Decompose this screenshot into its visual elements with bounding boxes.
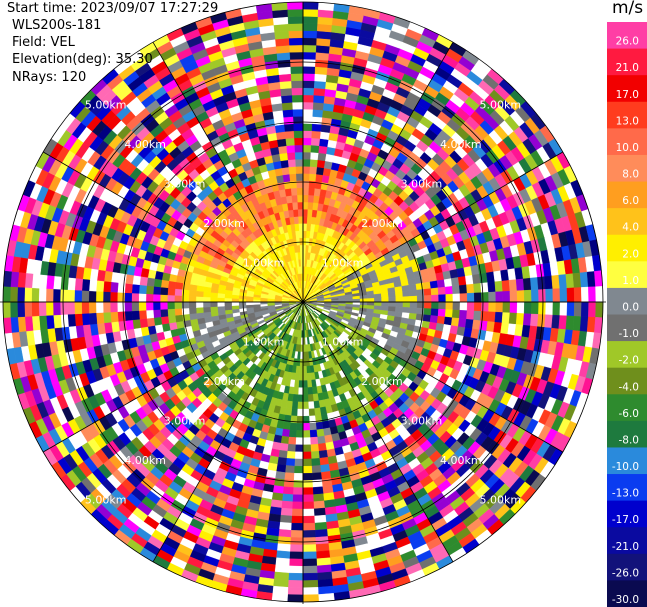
range-ring-label: 1.00km [243,257,285,270]
colorbar-swatch [607,447,647,475]
azimuth-line [42,301,304,453]
colorbar-swatch [607,208,647,236]
range-ring-label: 3.00km [401,178,443,191]
range-ring-label: 1.00km [243,336,285,349]
range-ring-label: 5.00km [480,493,522,506]
range-ring-label: 1.00km [322,336,364,349]
info-panel: Start time: 2023/09/07 17:27:29 WLS200s-… [0,0,218,68]
colorbar-tick-label: 0.0 [622,302,639,314]
range-ring-label: 5.00km [480,99,522,112]
range-ring-label: 2.00km [361,217,403,230]
range-ring-label: 3.00km [164,414,206,427]
colorbar-swatch [607,181,647,209]
range-ring-label: 4.00km [124,138,166,151]
colorbar-unit: m/s [612,0,644,18]
range-ring-label: 4.00km [440,454,482,467]
colorbar-tick-label: -4.0 [619,381,640,393]
colorbar-swatch [607,234,647,262]
azimuth-line [302,301,454,563]
colorbar-tick-label: -1.0 [619,328,640,340]
range-ring-label: 5.00km [85,99,127,112]
colorbar-swatch [607,261,647,289]
colorbar-tick-label: -6.0 [619,408,640,420]
colorbar-tick-label: 10.0 [616,142,639,154]
colorbar-tick-label: 6.0 [622,195,639,207]
range-ring-labels: 1.00km 1.00km 1.00km 1.00km 2.00km 2.00km 2.00… [85,99,521,507]
azimuth-line [302,41,454,303]
colorbar-tick-label: 8.0 [622,169,639,181]
range-ring-label: 1.00km [322,257,364,270]
colorbar-swatch [607,527,647,555]
colorbar-tick-label: -10.0 [612,461,639,473]
colorbar-swatch [607,75,647,103]
colorbar-tick-label: -2.0 [619,355,640,367]
azimuth-line [152,301,304,563]
instrument-label: WLS200s-181 [12,18,102,33]
range-ring-label: 3.00km [164,178,206,191]
colorbar-tick-label: 21.0 [616,62,639,74]
colorbar-swatch [607,500,647,528]
azimuth-lines [0,2,606,604]
colorbar-swatch [607,394,647,422]
colorbar-tick-label: 4.0 [622,222,639,234]
colorbar-tick-label: -8.0 [619,434,640,446]
colorbar-swatch [607,101,647,129]
colorbar-swatch [607,48,647,76]
colorbar-swatch [607,314,647,342]
azimuth-line [302,151,564,303]
nrays-label: NRays: 120 [12,70,87,85]
start-time-label: Start time: 2023/09/07 17:27:29 [7,1,219,16]
colorbar-tick-label: -13.0 [612,488,639,500]
azimuth-line [302,301,564,453]
azimuth-line [152,41,304,303]
colorbar-swatch [607,22,647,50]
azimuth-line [42,151,304,303]
colorbar-swatch [607,474,647,502]
colorbar-tick-label: 26.0 [616,36,639,48]
colorbar-swatch [607,420,647,448]
colorbar-swatch [607,580,647,607]
colorbar-tick-label: 1.0 [622,275,639,287]
range-ring-label: 2.00km [203,375,245,388]
colorbar-swatch [607,128,647,156]
colorbar-tick-label: -30.0 [612,594,639,606]
colorbar-swatch [607,367,647,395]
colorbar-swatch [607,154,647,183]
range-ring-label: 3.00km [401,414,443,427]
range-ring-label: 4.00km [124,454,166,467]
colorbar-tick-label: -21.0 [612,541,639,553]
range-ring-label: 5.00km [85,493,127,506]
range-ring-label: 4.00km [440,138,482,151]
colorbar-swatch [607,553,647,581]
colorbar-tick-label: -17.0 [612,514,639,526]
colorbar-tick-label: 17.0 [616,89,639,101]
range-ring-label: 2.00km [203,217,245,230]
colorbar-tick-label: 2.0 [622,248,639,260]
colorbar-tick-label: 13.0 [616,115,639,127]
colorbar: 26.0 21.0 17.0 13.0 10.0 8.0 6.0 4.0 2.0 1.0 0.0 -1… [607,22,647,607]
colorbar-swatch [607,287,647,315]
range-ring-label: 2.00km [361,375,403,388]
elevation-label: Elevation(deg): 35.30 [12,52,153,67]
field-label: Field: VEL [12,35,75,50]
colorbar-swatch [607,341,647,369]
colorbar-tick-label: -26.0 [612,567,639,579]
